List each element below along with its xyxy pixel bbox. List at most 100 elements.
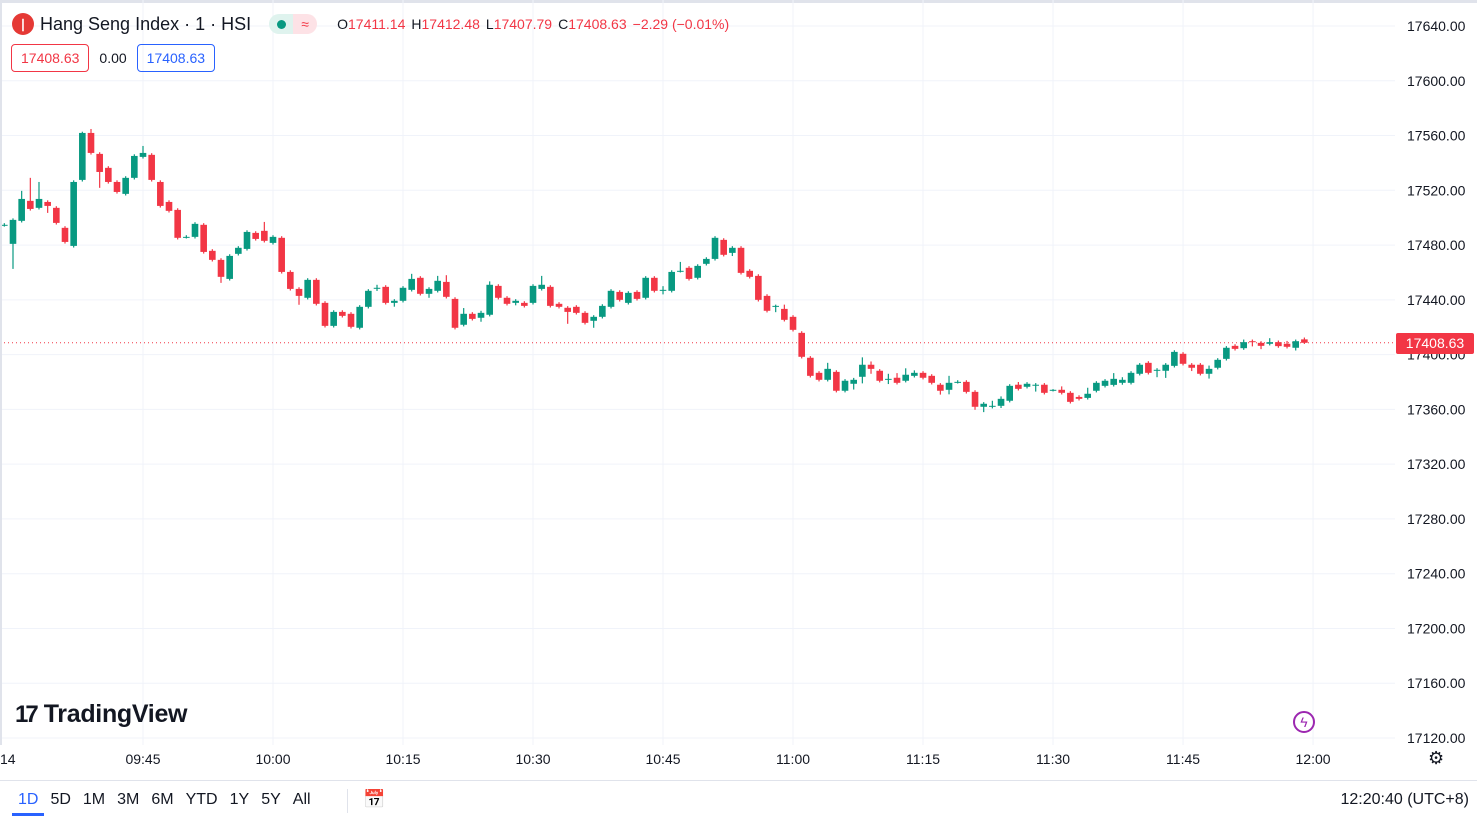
clock-timezone[interactable]: 12:20:40 (UTC+8) <box>1340 791 1469 808</box>
candle <box>616 290 623 302</box>
candle-body <box>954 381 961 383</box>
candle-body <box>269 236 277 243</box>
candle-body <box>191 223 199 237</box>
candle <box>1015 382 1022 391</box>
candle <box>703 257 710 266</box>
candle-body <box>460 313 467 325</box>
range-5y[interactable]: 5Y <box>261 791 281 808</box>
candle <box>737 246 745 275</box>
price-tick-label: 17480.00 <box>1407 237 1466 253</box>
current-price-label: 17408.63 <box>1396 332 1474 354</box>
candle-body <box>807 357 814 376</box>
candle-body <box>1015 384 1022 389</box>
candle <box>685 266 693 281</box>
range-3m[interactable]: 3M <box>117 791 140 808</box>
candle <box>573 305 580 315</box>
candle <box>1075 395 1083 401</box>
candle-body <box>1231 345 1239 349</box>
settings-gear-icon[interactable]: ⚙ <box>1428 748 1445 768</box>
candle <box>269 235 277 245</box>
candle <box>209 249 216 262</box>
market-open-dot-icon <box>269 14 294 34</box>
candle <box>885 373 892 385</box>
candle <box>971 390 979 410</box>
candle-body <box>35 198 43 208</box>
candlestick-chart[interactable]: 17640.00 17600.00 17560.00 17520.00 17480.00… <box>0 0 1477 780</box>
candle-body <box>434 280 441 291</box>
candle <box>867 361 875 374</box>
candle-body <box>833 371 840 391</box>
candle <box>1067 391 1074 404</box>
candle-body <box>989 405 996 407</box>
candle <box>122 176 129 196</box>
candle-body <box>937 384 944 391</box>
candle-body <box>538 284 545 289</box>
price-tick-label: 17240.00 <box>1407 566 1466 582</box>
go-to-date-calendar-icon[interactable]: 📅 <box>363 789 386 809</box>
candle <box>408 273 415 292</box>
candle-body <box>1067 392 1074 402</box>
candle-body <box>347 313 355 327</box>
tradingview-mark-icon: 17 <box>15 700 39 728</box>
candle-body <box>1179 353 1187 364</box>
candle <box>633 290 641 301</box>
candle <box>651 276 658 293</box>
candle-body <box>1049 389 1057 391</box>
tradingview-logo[interactable]: 17 TradingView <box>15 700 188 729</box>
buy-button[interactable]: 17408.63 <box>136 44 216 72</box>
time-tick-label: 09:45 <box>125 751 160 767</box>
sell-button[interactable]: 17408.63 <box>11 44 90 72</box>
candle <box>391 299 398 307</box>
top-border <box>0 0 1477 3</box>
candle <box>763 294 771 313</box>
hsi-logo-icon[interactable]: 丨 <box>12 13 34 35</box>
status-pill[interactable]: ≈ <box>269 14 318 34</box>
candle-body <box>209 250 216 260</box>
candle-body <box>1257 342 1265 346</box>
candle-body <box>1197 364 1204 374</box>
candle-body <box>1101 380 1109 386</box>
left-border <box>0 0 2 745</box>
range-6m[interactable]: 6M <box>151 791 174 808</box>
candle <box>434 275 441 293</box>
candle <box>599 304 606 319</box>
time-tick-label: 11:30 <box>1036 751 1070 767</box>
candle <box>1283 340 1291 349</box>
candle <box>1188 363 1196 372</box>
range-ytd[interactable]: YTD <box>185 791 218 808</box>
symbol-title[interactable]: Hang Seng Index · 1 · HSI <box>40 13 252 34</box>
candle <box>1084 387 1092 400</box>
time-tick-label: 14 <box>0 751 16 767</box>
candle <box>1145 361 1152 375</box>
candle <box>44 200 51 213</box>
candle <box>1171 350 1178 368</box>
candle-body <box>165 201 173 211</box>
range-1y[interactable]: 1Y <box>229 791 250 808</box>
time-tick-label: 12:00 <box>1296 751 1331 767</box>
candle <box>1275 340 1282 348</box>
candle <box>243 230 251 251</box>
range-all[interactable]: All <box>292 791 311 808</box>
candle-body <box>521 302 528 306</box>
candle-body <box>287 271 294 289</box>
candle <box>79 131 86 182</box>
candle <box>200 223 207 254</box>
candle-body <box>235 247 242 254</box>
lightning-icon[interactable]: ϟ <box>1293 711 1315 733</box>
candle-body <box>694 265 701 278</box>
low-value: 17407.79 <box>493 16 553 32</box>
candle-body <box>590 316 597 321</box>
candle-body <box>737 247 745 273</box>
candle <box>997 396 1005 409</box>
range-1d[interactable]: 1D <box>12 791 45 816</box>
range-5d[interactable]: 5D <box>50 791 71 808</box>
candle-body <box>703 258 710 264</box>
candle-body <box>27 200 34 209</box>
range-1m[interactable]: 1M <box>82 791 106 808</box>
time-tick-label: 10:30 <box>515 751 550 767</box>
candle-body <box>651 277 658 291</box>
candle <box>373 284 381 291</box>
candle <box>1110 373 1118 387</box>
candle-body <box>512 300 519 303</box>
candle-body <box>885 378 892 380</box>
